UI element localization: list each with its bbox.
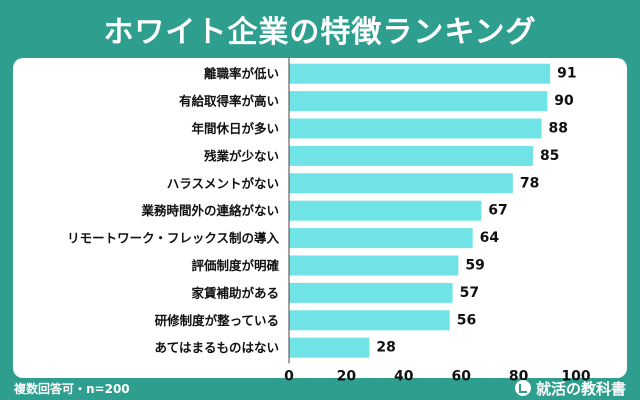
bar [289,118,542,139]
bar [289,145,533,166]
category-label: 年間休日が多い [191,121,279,136]
value-label: 90 [554,93,574,109]
category-label: 評価制度が明確 [191,258,279,273]
x-tick-label: 40 [394,368,414,384]
bar [289,200,482,221]
category-label: 研修制度が整っている [155,313,279,328]
category-label: 離職率が低い [204,66,279,81]
bar [289,173,513,194]
bar [289,255,459,276]
category-label: リモートワーク・フレックス制の導入 [67,231,279,246]
category-label: ハラスメントがない [167,176,279,191]
value-label: 91 [557,66,576,82]
value-label: 59 [465,258,484,274]
category-label: あてはまるものはない [154,340,279,355]
value-label: 67 [488,203,507,219]
bar [289,91,548,112]
category-label: 有給取得率が高い [179,94,279,109]
bar [289,228,473,249]
sample-note: 複数回答可・n=200 [14,382,130,396]
category-label: 家賃補助がある [191,285,279,300]
value-label: 28 [376,340,395,356]
value-label: 78 [520,175,539,191]
value-label: 64 [480,230,500,246]
bar [289,282,453,303]
brand-name: 就活の教科書 [535,379,626,398]
category-label: 残業が少ない [204,148,279,163]
value-label: 85 [540,148,559,164]
bar [289,63,551,84]
book-check-icon [514,380,531,396]
x-tick-label: 20 [337,368,357,384]
x-tick-label: 100 [561,368,590,384]
bar [289,310,450,331]
x-tick-label: 60 [451,368,471,384]
value-label: 57 [460,285,479,301]
value-label: 56 [457,312,476,328]
x-tick-label: 0 [284,368,294,384]
value-label: 88 [549,121,568,137]
brand-logo: 就活の教科書 [514,377,626,399]
category-label: 業務時間外の連絡がない [140,203,279,218]
bar [289,337,370,358]
page-title: ホワイト企業の特徴ランキング [103,15,537,50]
